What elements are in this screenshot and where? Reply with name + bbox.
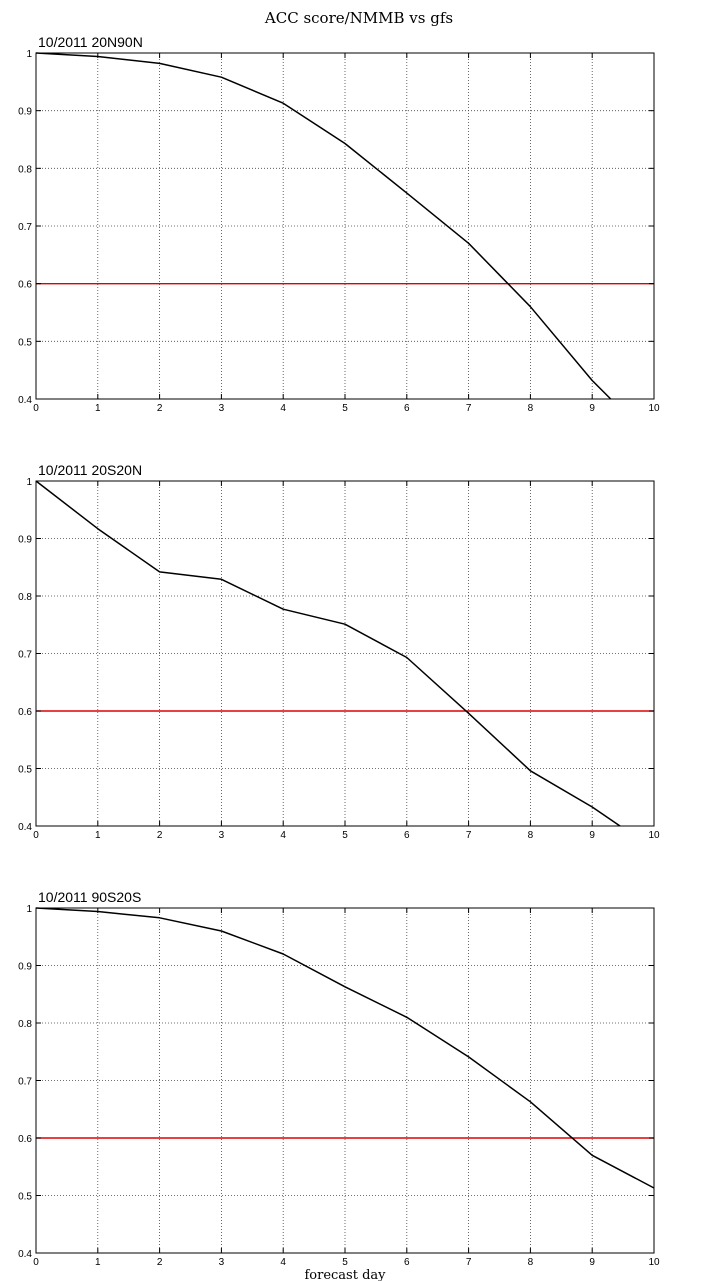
- x-tick-label: 5: [342, 1257, 348, 1268]
- x-tick-label: 0: [33, 1257, 39, 1268]
- x-tick-label: 1: [95, 1257, 101, 1268]
- y-tick-label: 0.9: [18, 107, 32, 118]
- chart-panel-2: 10/2011 20S20N 0 1 2 3 4 5 6 7 8 9 10 0.4 0.5 0.6 0.7 0.…: [18, 462, 660, 841]
- series-line: [35, 52, 612, 400]
- x-tick-label: 7: [466, 403, 472, 414]
- x-tick-label: 3: [219, 830, 225, 841]
- x-tick-label: 4: [280, 1257, 286, 1268]
- figure-title: ACC score/NMMB vs gfs: [264, 9, 453, 27]
- x-tick-label: 10: [648, 1257, 660, 1268]
- x-tick-label: 8: [528, 830, 534, 841]
- x-tick-label: 4: [280, 830, 286, 841]
- x-tick-label: 1: [95, 830, 101, 841]
- x-tick-label: 2: [157, 830, 163, 841]
- x-tick-label: 0: [33, 830, 39, 841]
- x-tick-label: 9: [589, 1257, 595, 1268]
- y-tick-label: 0.8: [18, 592, 32, 603]
- panel-title: 10/2011 20N90N: [38, 34, 143, 50]
- y-tick-label: 0.6: [18, 707, 32, 718]
- y-tick-label: 1: [26, 904, 32, 915]
- x-tick-label: 6: [404, 1257, 410, 1268]
- x-tick-label: 10: [648, 830, 660, 841]
- y-tick-label: 1: [26, 477, 32, 488]
- y-tick-label: 0.5: [18, 337, 32, 348]
- y-tick-label: 0.4: [18, 1249, 32, 1260]
- x-tick-label: 5: [342, 830, 348, 841]
- x-tick-label: 6: [404, 403, 410, 414]
- y-tick-label: 1: [26, 49, 32, 60]
- y-tick-label: 0.4: [18, 395, 32, 406]
- x-tick-label: 2: [157, 1257, 163, 1268]
- x-tick-label: 8: [528, 403, 534, 414]
- x-tick-label: 2: [157, 403, 163, 414]
- y-tick-label: 0.9: [18, 962, 32, 973]
- x-tick-label: 3: [219, 1257, 225, 1268]
- panel-title: 10/2011 20S20N: [38, 462, 142, 478]
- y-tick-label: 0.9: [18, 535, 32, 546]
- x-axis-label: forecast day: [304, 1268, 386, 1281]
- chart-panel-1: 10/2011 20N90N 0 1 2 3 4 5 6 7 8 9 10 0.4 0.5 0.6 0.7 0.…: [18, 34, 660, 414]
- x-tick-label: 1: [95, 403, 101, 414]
- x-tick-label: 10: [648, 403, 660, 414]
- y-tick-label: 0.7: [18, 650, 32, 661]
- y-tick-label: 0.8: [18, 164, 32, 175]
- x-tick-label: 7: [466, 1257, 472, 1268]
- y-tick-label: 0.5: [18, 765, 32, 776]
- y-tick-label: 0.4: [18, 822, 32, 833]
- y-tick-label: 0.6: [18, 1134, 32, 1145]
- y-tick-label: 0.7: [18, 222, 32, 233]
- y-tick-label: 0.6: [18, 280, 32, 291]
- x-tick-label: 4: [280, 403, 286, 414]
- x-tick-label: 9: [589, 830, 595, 841]
- y-tick-label: 0.5: [18, 1192, 32, 1203]
- series-line: [35, 907, 655, 1189]
- x-tick-label: 3: [219, 403, 225, 414]
- x-tick-label: 7: [466, 830, 472, 841]
- y-tick-label: 0.8: [18, 1019, 32, 1030]
- y-tick-label: 0.7: [18, 1077, 32, 1088]
- x-tick-label: 0: [33, 403, 39, 414]
- series-line: [35, 480, 621, 827]
- x-tick-label: 9: [589, 403, 595, 414]
- chart-panel-3: 10/2011 90S20S 0 1 2 3 4 5 6 7 8 9 10 0.4 0.5 0.6 0.7 0.…: [18, 889, 660, 1268]
- x-tick-label: 5: [342, 403, 348, 414]
- x-tick-label: 8: [528, 1257, 534, 1268]
- x-tick-label: 6: [404, 830, 410, 841]
- panel-title: 10/2011 90S20S: [38, 889, 141, 905]
